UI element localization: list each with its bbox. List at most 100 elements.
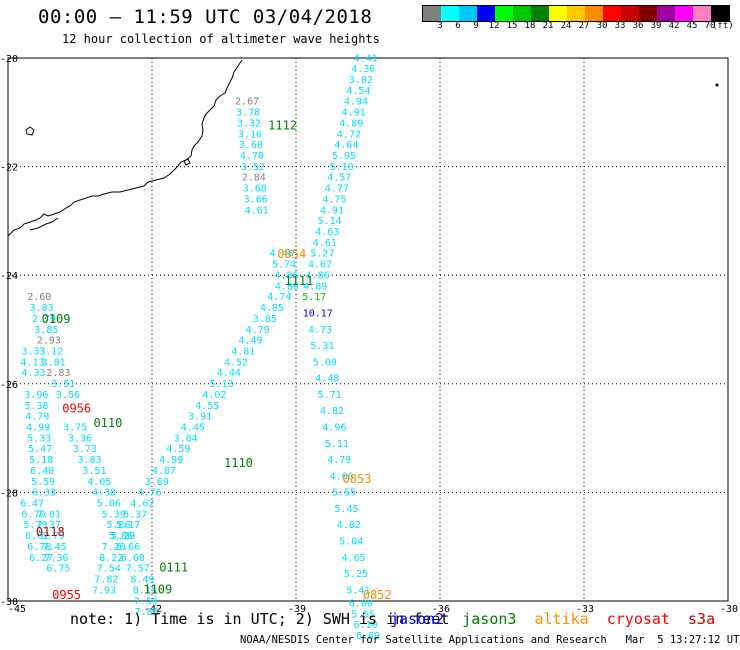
wave-height-label: 6.00 xyxy=(349,598,373,609)
coastline-island-2 xyxy=(183,158,191,166)
wave-height-label: 4.55 xyxy=(195,401,219,412)
wave-height-label: 7.37 xyxy=(37,520,61,531)
wave-height-label: 4.91 xyxy=(342,108,366,119)
wave-height-label: 3.33 xyxy=(21,346,45,357)
wave-height-label: 4.99 xyxy=(26,422,50,433)
color-scale-labels: 3 6 9 12 15 18 21 24 27 30 33 36 39 42 45 70 (ft) xyxy=(422,21,733,33)
wave-height-label: 8.49 xyxy=(130,575,154,586)
wave-height-label: 4.74 xyxy=(267,292,291,303)
wave-height-label: 4.96 xyxy=(322,422,346,433)
credit-line: NOAA/NESDIS Center for Satellite Applica… xyxy=(240,634,740,646)
wave-height-label: 4.49 xyxy=(238,336,262,347)
island-dot xyxy=(715,83,719,87)
wave-height-label: 4.59 xyxy=(166,444,190,455)
wave-height-label: 5.59 xyxy=(31,477,55,488)
wave-height-label: 6.70 xyxy=(21,509,45,520)
y-tick-label: -28 xyxy=(0,488,18,499)
wave-height-label: 6.40 xyxy=(30,466,54,477)
wave-height-label: 5.05 xyxy=(332,151,356,162)
wave-height-label: 5.55 xyxy=(351,609,375,620)
wave-height-label: 4.73 xyxy=(308,325,332,336)
legend-swatch xyxy=(441,6,459,21)
wave-height-label: 7.82 xyxy=(94,575,118,586)
wave-height-label: 3.73 xyxy=(73,444,97,455)
x-tick-label: -42 xyxy=(144,604,162,615)
wave-height-label: 4.94 xyxy=(344,97,368,108)
wave-height-label: 4.79 xyxy=(246,325,270,336)
wave-height-label: 5.74 xyxy=(272,260,296,271)
wave-height-label: 2.84 xyxy=(242,173,266,184)
pass-time-label: 0853 xyxy=(343,472,372,486)
legend-label: 6 xyxy=(455,21,461,31)
wave-height-label: 5.33 xyxy=(27,433,51,444)
wave-height-label: 7.59 xyxy=(134,596,158,607)
wave-height-label: 4.79 xyxy=(327,455,351,466)
legend-label: 15 xyxy=(506,21,518,31)
wave-height-label: 4.72 xyxy=(337,129,361,140)
wave-height-label: 4.86 xyxy=(274,270,298,281)
wave-height-label: 3.66 xyxy=(244,194,268,205)
color-scale-legend xyxy=(422,5,730,22)
legend-swatch xyxy=(621,6,639,21)
wave-height-label: 4.61 xyxy=(245,205,269,216)
wave-height-label: 3.16 xyxy=(238,129,262,140)
wave-height-label: 4.86 xyxy=(306,270,330,281)
wave-height-label: 6.75 xyxy=(46,564,70,575)
wave-height-label: 7.01 xyxy=(37,509,61,520)
y-tick-label: -26 xyxy=(0,380,18,391)
pass-time-label: 0852 xyxy=(363,588,392,602)
wave-height-label: 3.83 xyxy=(78,455,102,466)
wave-height-label: 4.87 xyxy=(152,466,176,477)
wave-height-label: 4.82 xyxy=(337,520,361,531)
legend-swatch xyxy=(711,6,729,21)
wave-height-label: 4.80 xyxy=(275,281,299,292)
wave-height-label: 5.37 xyxy=(123,509,147,520)
wave-height-label: 3.12 xyxy=(39,346,63,357)
wave-height-label: 4.65 xyxy=(342,553,366,564)
legend-label: 39 xyxy=(650,21,662,31)
wave-height-label: 5.13 xyxy=(210,379,234,390)
page-subtitle: 12 hour collection of altimeter wave hei… xyxy=(62,32,380,46)
wave-height-label: 6.47 xyxy=(20,499,44,510)
y-axis-ticks: -20 -22 -24 -26 -28 -30 xyxy=(0,54,18,608)
wave-height-label: 5.86 xyxy=(106,520,130,531)
wave-height-label: 10.17 xyxy=(303,308,333,319)
pass-time-label: 0854 xyxy=(277,247,306,261)
wave-height-label: 5.09 xyxy=(313,357,337,368)
wave-height-label: 3.32 xyxy=(237,118,261,129)
coastline-island xyxy=(25,126,35,136)
wave-height-label: 6.33 xyxy=(32,488,56,499)
wave-height-label: 5.27 xyxy=(310,249,334,260)
wave-height-label: 5.25 xyxy=(344,569,368,580)
satellite-legend-jason3: jason3 xyxy=(462,610,526,628)
wave-height-label: 4.64 xyxy=(334,140,358,151)
x-tick-label: -45 xyxy=(8,604,26,615)
wave-height-label: 6.79 xyxy=(41,531,65,542)
wave-height-label: 5.10 xyxy=(330,162,354,173)
wave-height-label: 5.06 xyxy=(97,499,121,510)
x-axis-ticks: -45 -42 -39 -36 -33 -30 xyxy=(8,604,738,615)
wave-height-label: 4.41 xyxy=(354,53,378,64)
wave-height-label: 2.67 xyxy=(235,97,259,108)
footnote: note: 1) Time is in UTC; 2) SWH is in fe… xyxy=(70,610,450,628)
pass-time-label: 1109 xyxy=(143,582,172,596)
map-grid xyxy=(8,58,728,601)
wave-height-label: 6.66 xyxy=(116,542,140,553)
legend-label: 70 xyxy=(704,21,716,31)
wave-height-label: 5.79 xyxy=(23,520,47,531)
legend-label: 18 xyxy=(524,21,536,31)
wave-height-label: 6.69 xyxy=(356,631,380,642)
satellite-legend-s3a: s3a xyxy=(688,610,716,628)
legend-swatch xyxy=(639,6,657,21)
legend-swatch xyxy=(657,6,675,21)
wave-height-label: 2.83 xyxy=(46,368,70,379)
pass-time-label: 0955 xyxy=(52,588,81,602)
legend-swatch xyxy=(585,6,603,21)
legend-label: 3 xyxy=(437,21,443,31)
pass-time-label: 1111 xyxy=(284,274,313,288)
legend-swatch xyxy=(459,6,477,21)
satellite-legend-cryosat: cryosat xyxy=(606,610,679,628)
pass-time-label: 0956 xyxy=(62,402,91,416)
wave-height-label: 4.99 xyxy=(159,455,183,466)
